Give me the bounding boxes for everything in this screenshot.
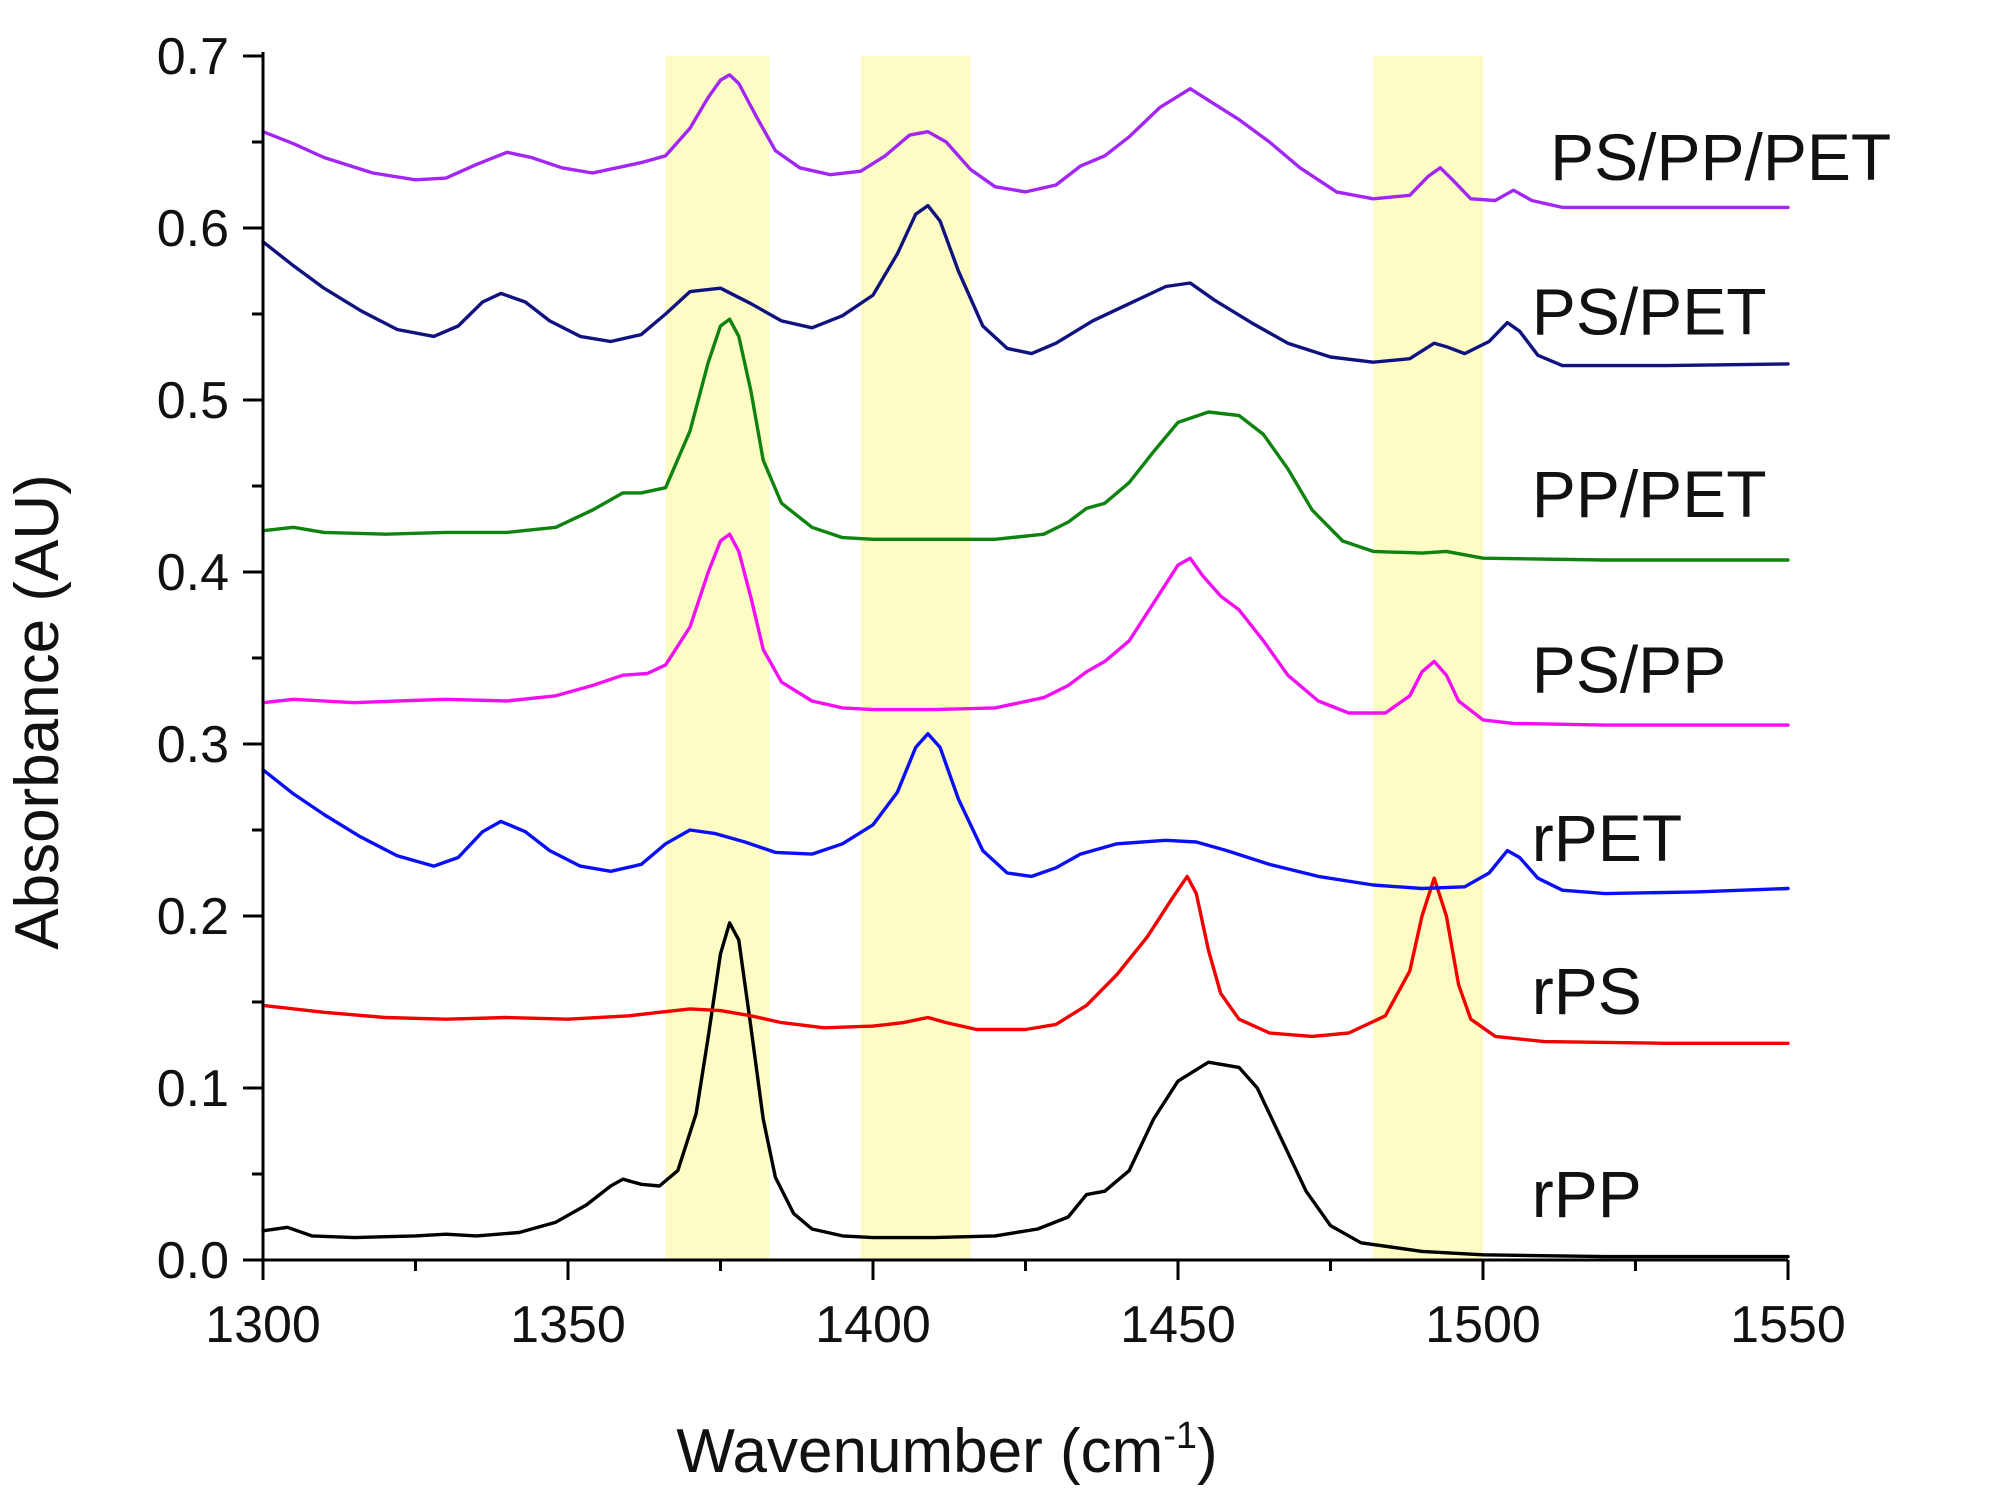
y-tick-label-4: 0.4 — [157, 544, 229, 602]
series-label-pp-pet: PP/PET — [1532, 457, 1767, 531]
highlight-bands — [665, 56, 1483, 1260]
y-tick-label-3: 0.3 — [157, 716, 229, 774]
series-lines — [261, 73, 1790, 1259]
series-labels: rPP rPS rPET PS/PP PP/PET PS/PET PS/PP/PET — [1532, 120, 1891, 1231]
x-axis-title-main: Wavenumber (cm — [676, 1417, 1163, 1486]
series-label-ps-pp: PS/PP — [1532, 632, 1726, 706]
series-label-rpp: rPP — [1532, 1157, 1642, 1231]
series-label-rpet: rPET — [1532, 801, 1682, 875]
series-label-rps: rPS — [1532, 954, 1642, 1028]
y-tick-label-0: 0.0 — [157, 1232, 229, 1290]
series-line-ps-pp-pet — [261, 73, 1790, 210]
y-axis-title: Absorbance (AU) — [3, 474, 72, 950]
x-tick-label-1400: 1400 — [815, 1296, 931, 1354]
x-tick-label-1500: 1500 — [1425, 1296, 1541, 1354]
highlight-band-3 — [1373, 56, 1483, 1260]
x-tick-label-1450: 1450 — [1120, 1296, 1236, 1354]
y-tick-label-2: 0.2 — [157, 888, 229, 946]
series-line-ps-pet — [261, 203, 1790, 368]
y-tick-label-5: 0.5 — [157, 372, 229, 430]
x-tick-label-1350: 1350 — [510, 1296, 626, 1354]
x-axis-title-close: ) — [1197, 1417, 1218, 1486]
y-tick-label-1: 0.1 — [157, 1060, 229, 1118]
x-axis-title: Wavenumber (cm-1) — [676, 1415, 1217, 1486]
series-label-ps-pp-pet: PS/PP/PET — [1550, 120, 1891, 194]
y-tick-label-6: 0.6 — [157, 200, 229, 258]
highlight-band-1 — [665, 56, 770, 1260]
series-line-rpet — [261, 732, 1790, 896]
series-label-ps-pet: PS/PET — [1532, 275, 1767, 349]
series-line-rps — [261, 874, 1790, 1045]
x-tick-label-1550: 1550 — [1730, 1296, 1846, 1354]
series-line-pp-pet — [261, 317, 1790, 562]
x-axis-title-superscript: -1 — [1163, 1415, 1197, 1457]
series-line-ps-pp — [261, 532, 1790, 727]
y-tick-label-7: 0.7 — [157, 28, 229, 86]
x-tick-label-1300: 1300 — [205, 1296, 321, 1354]
axes: 1300 1350 1400 1450 1500 1550 0.0 0.1 0.2 0.3 0.4 0… — [157, 28, 1846, 1354]
highlight-band-2 — [860, 56, 971, 1260]
series-line-rpp — [261, 921, 1790, 1259]
